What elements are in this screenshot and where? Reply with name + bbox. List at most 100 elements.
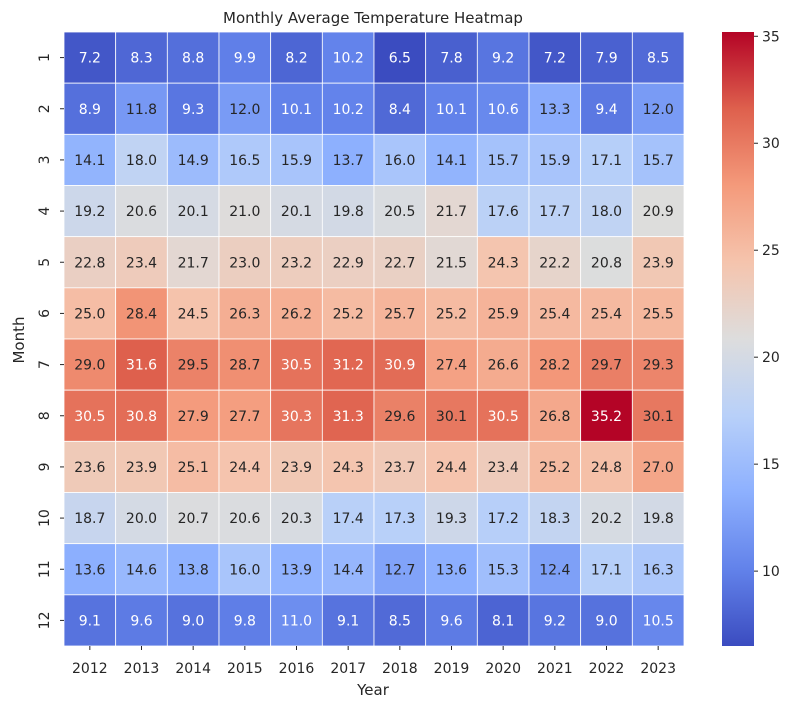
- heatmap-cell: [425, 287, 478, 340]
- cell-value-label: 16.0: [229, 562, 260, 578]
- x-tick-label: 2022: [589, 661, 625, 677]
- heatmap-cell: [166, 185, 220, 238]
- heatmap-cell: [63, 236, 117, 289]
- cell-value-label: 13.3: [539, 102, 570, 118]
- cell-value-label: 23.9: [281, 460, 312, 476]
- cell-value-label: 10.5: [643, 613, 674, 629]
- x-axis-label: Year: [356, 681, 390, 699]
- cell-value-label: 20.1: [178, 204, 209, 220]
- cell-value-label: 27.7: [229, 409, 260, 425]
- x-tick-label: 2020: [485, 661, 521, 677]
- heatmap-cell: [63, 440, 117, 493]
- cell-value-label: 16.3: [643, 562, 674, 578]
- cell-value-label: 7.2: [79, 51, 101, 67]
- cell-value-label: 18.3: [539, 511, 570, 527]
- heatmap-cell: [373, 594, 427, 647]
- cell-value-label: 17.1: [591, 562, 622, 578]
- heatmap-cell: [580, 440, 633, 493]
- cell-value-label: 24.3: [488, 255, 519, 271]
- cell-value-label: 9.6: [130, 613, 152, 629]
- cell-value-label: 31.2: [333, 358, 364, 374]
- heatmap-cell: [166, 543, 220, 596]
- cell-value-label: 9.0: [182, 613, 204, 629]
- cell-value-label: 14.6: [126, 562, 157, 578]
- cell-value-label: 29.7: [591, 358, 622, 374]
- cell-value-label: 24.5: [178, 306, 209, 322]
- heatmap-cell: [631, 440, 685, 493]
- cell-value-label: 7.9: [595, 51, 617, 67]
- cell-value-label: 8.2: [285, 51, 307, 67]
- heatmap-cell: [580, 594, 633, 647]
- cell-value-label: 25.2: [333, 306, 364, 322]
- heatmap-cell: [218, 31, 272, 84]
- cell-value-label: 30.5: [488, 409, 519, 425]
- cell-value-label: 22.8: [74, 255, 105, 271]
- heatmap-cell: [580, 543, 633, 596]
- heatmap-cell: [270, 133, 323, 186]
- cell-value-label: 28.2: [539, 358, 570, 374]
- heatmap-cell: [631, 594, 685, 647]
- heatmap-cell: [321, 185, 375, 238]
- colorbar-tick-label: 20: [762, 350, 780, 366]
- cell-value-label: 9.3: [182, 102, 204, 118]
- cell-value-label: 14.9: [178, 153, 209, 169]
- cell-value-label: 23.9: [126, 460, 157, 476]
- cell-value-label: 15.3: [488, 562, 519, 578]
- y-tick-label: 11: [37, 560, 53, 578]
- heatmap-cell: [270, 82, 323, 135]
- cell-value-label: 25.2: [539, 460, 570, 476]
- heatmap-cell: [115, 236, 168, 289]
- cell-value-label: 21.7: [436, 204, 467, 220]
- heatmap-cell: [631, 338, 685, 391]
- cell-value-label: 28.7: [229, 358, 260, 374]
- cell-value-label: 13.9: [281, 562, 312, 578]
- cell-value-label: 20.6: [229, 511, 260, 527]
- heatmap-cell: [373, 543, 427, 596]
- heatmap-cell: [63, 338, 117, 391]
- cell-value-label: 24.4: [436, 460, 467, 476]
- heatmap-cell: [631, 185, 685, 238]
- cell-value-label: 19.8: [333, 204, 364, 220]
- heatmap-cell: [528, 185, 582, 238]
- colorbar-tick-label: 10: [762, 564, 780, 580]
- cell-value-label: 17.3: [384, 511, 415, 527]
- heatmap-cell: [425, 82, 478, 135]
- heatmap-cell: [63, 389, 117, 442]
- heatmap-cell: [373, 133, 427, 186]
- cell-value-label: 18.7: [74, 511, 105, 527]
- cell-value-label: 29.5: [178, 358, 209, 374]
- cell-value-label: 24.8: [591, 460, 622, 476]
- heatmap-cell: [166, 440, 220, 493]
- heatmap-cell: [425, 389, 478, 442]
- colorbar-ticks: 10 15 20 25 30 35: [754, 29, 780, 580]
- cell-value-label: 7.8: [440, 51, 462, 67]
- x-tick-label: 2021: [537, 661, 573, 677]
- cell-value-label: 20.6: [126, 204, 157, 220]
- cell-value-label: 22.7: [384, 255, 415, 271]
- heatmap-cell: [63, 543, 117, 596]
- cell-value-label: 24.3: [333, 460, 364, 476]
- heatmap-cell: [321, 31, 375, 84]
- heatmap-cell: [580, 338, 633, 391]
- cell-value-label: 21.7: [178, 255, 209, 271]
- heatmap-cell: [115, 594, 168, 647]
- cell-value-label: 19.8: [643, 511, 674, 527]
- cell-value-label: 21.5: [436, 255, 467, 271]
- cell-value-label: 25.1: [178, 460, 209, 476]
- heatmap-cell: [270, 389, 323, 442]
- heatmap-cell: [321, 338, 375, 391]
- heatmap-cell: [528, 389, 582, 442]
- heatmap-cell: [166, 389, 220, 442]
- heatmap-cell: [631, 31, 685, 84]
- cell-value-label: 14.4: [333, 562, 364, 578]
- cell-value-label: 20.9: [643, 204, 674, 220]
- cell-value-label: 25.4: [591, 306, 622, 322]
- cell-value-label: 20.7: [178, 511, 209, 527]
- cell-value-label: 18.0: [591, 204, 622, 220]
- heatmap-cell: [218, 338, 272, 391]
- cell-value-label: 23.7: [384, 460, 415, 476]
- colorbar-tick-label: 15: [762, 457, 780, 473]
- cell-value-label: 11.0: [281, 613, 312, 629]
- x-tick-label: 2013: [124, 661, 160, 677]
